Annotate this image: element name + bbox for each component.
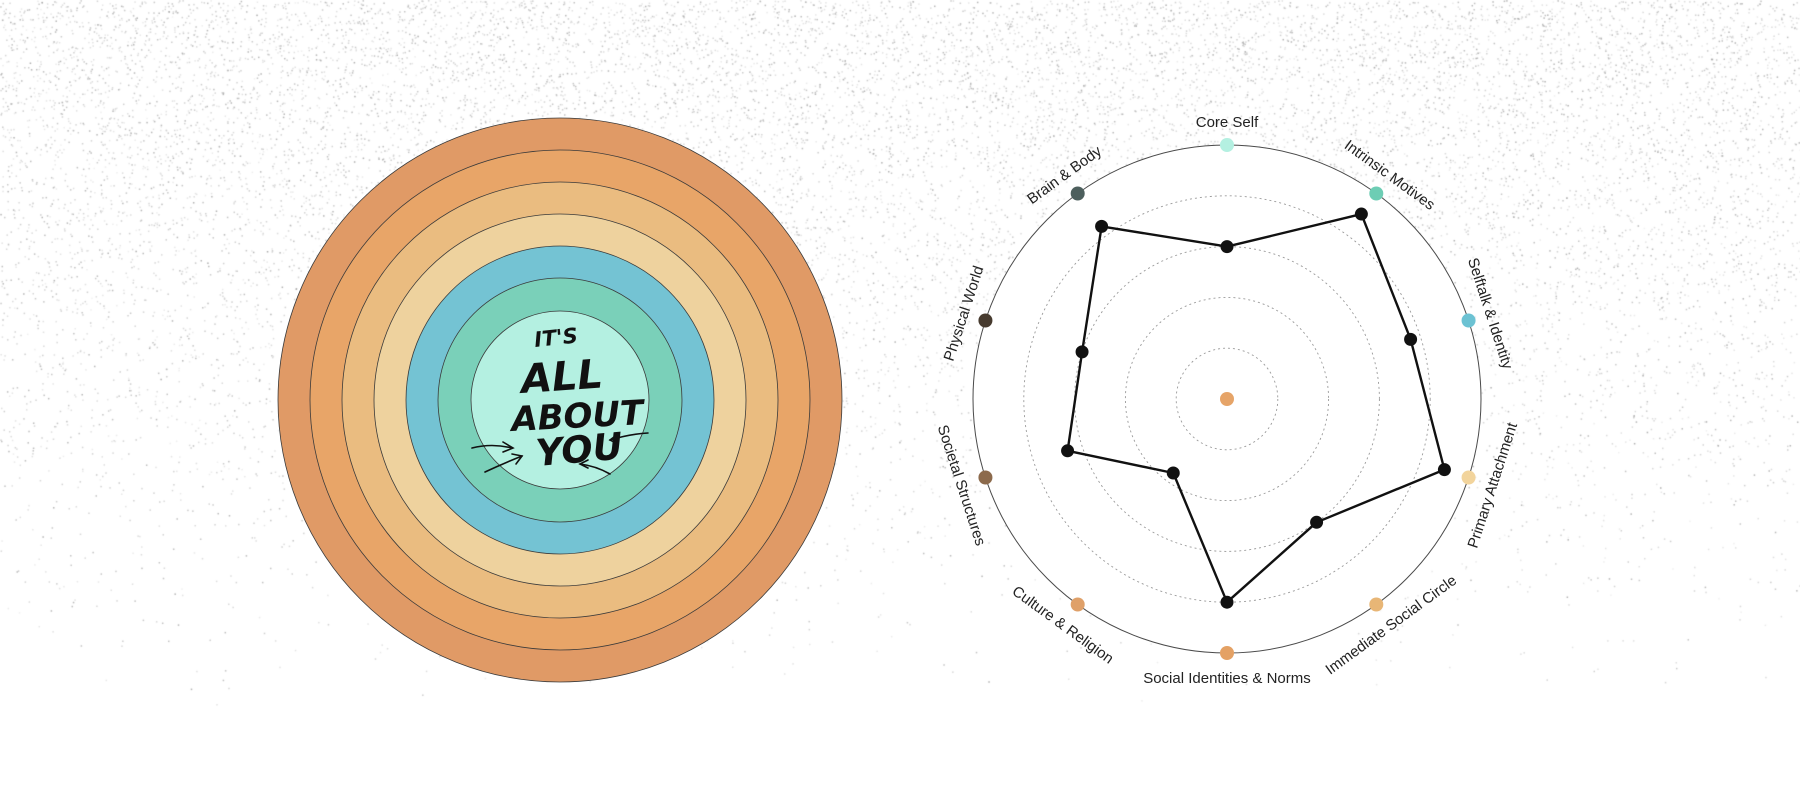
axis-label-6: Social Identities & Norms xyxy=(1143,670,1311,687)
axis-dot-7 xyxy=(1070,597,1085,612)
data-point-10 xyxy=(1095,219,1109,233)
axis-dot-3 xyxy=(1461,313,1476,328)
data-point-5 xyxy=(1310,515,1324,529)
logo-line-2: ALL xyxy=(516,351,604,403)
axis-label-1: Core Self xyxy=(1196,114,1259,131)
radar-center-dot xyxy=(1220,392,1234,406)
logo-line-1: IT'S xyxy=(533,324,579,352)
grid-ring-4 xyxy=(1023,195,1431,603)
grid-ring-3 xyxy=(1074,246,1380,552)
data-point-4 xyxy=(1437,463,1451,477)
all-about-you-logo: IT'S ALL ABOUT YOU xyxy=(471,324,649,475)
data-point-9 xyxy=(1075,345,1089,359)
data-point-3 xyxy=(1404,332,1418,346)
axis-dot-9 xyxy=(978,313,993,328)
data-point-1 xyxy=(1220,240,1234,254)
radar-grid xyxy=(1023,195,1431,603)
logo-line-4: YOU xyxy=(534,425,624,475)
data-point-2 xyxy=(1354,207,1368,221)
axis-dot-5 xyxy=(1369,597,1384,612)
axis-dot-8 xyxy=(978,470,993,485)
data-point-7 xyxy=(1166,466,1180,480)
axis-dot-2 xyxy=(1369,186,1384,201)
radar-axis-dots xyxy=(978,138,1476,660)
axis-dot-6 xyxy=(1220,646,1234,660)
axis-dot-4 xyxy=(1461,470,1476,485)
radar-data-points xyxy=(1061,207,1451,609)
data-point-6 xyxy=(1220,595,1234,609)
ring-group xyxy=(277,117,843,683)
ring-7 xyxy=(470,310,650,490)
logo-line-3: ABOUT xyxy=(507,393,647,440)
grid-ring-1 xyxy=(1175,347,1279,451)
data-point-8 xyxy=(1061,444,1075,458)
axis-dot-10 xyxy=(1070,186,1085,201)
arrow-icon xyxy=(471,432,649,475)
grid-ring-2 xyxy=(1124,296,1330,502)
axis-dot-1 xyxy=(1220,138,1234,152)
concentric-rings: IT'S ALL ABOUT YOU xyxy=(277,117,843,683)
